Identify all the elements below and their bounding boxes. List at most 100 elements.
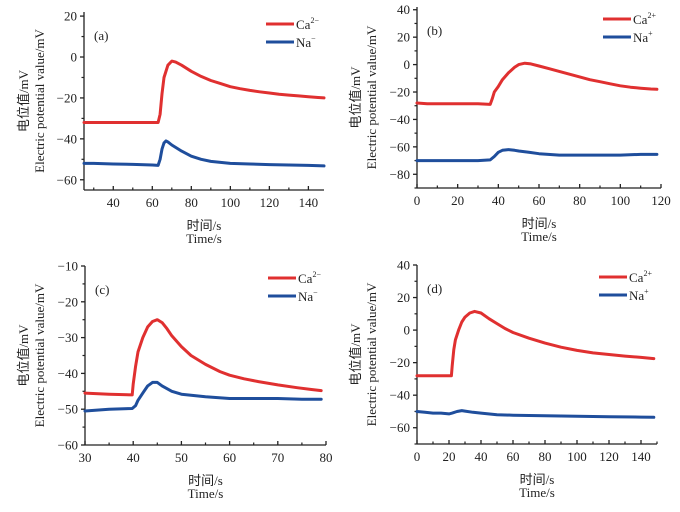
legend-label-ca: Ca2+ <box>629 269 652 285</box>
legend-label-ca: Ca2+ <box>633 11 656 27</box>
x-tick-label: 120 <box>651 193 671 208</box>
legend-superscript: − <box>313 288 318 297</box>
panel-label: (c) <box>95 282 109 297</box>
x-tick-label: 40 <box>127 450 140 465</box>
y-tick-label: −40 <box>390 112 410 127</box>
y-tick-label: 20 <box>397 30 410 45</box>
x-tick-label: 0 <box>414 193 421 208</box>
legend-label-na: Na+ <box>633 29 653 45</box>
legend-label-na: Na− <box>298 288 318 304</box>
y-tick-label: 20 <box>64 9 77 24</box>
y-tick-label: −20 <box>58 294 78 309</box>
series-line-ca <box>83 318 323 397</box>
legend-superscript: + <box>644 287 649 296</box>
y-tick-label: −40 <box>390 388 410 403</box>
y-tick-label: −20 <box>390 355 410 370</box>
chart-panel-c: 30 40 50 60 70 80 −10 −20 −30 −40 −50 −60 时间/sTime/s… <box>16 259 333 502</box>
series-line-ca <box>415 61 659 106</box>
x-tick-label: 40 <box>492 193 505 208</box>
legend-label-ca: Ca2− <box>296 16 319 32</box>
x-tick-label: 100 <box>567 449 587 464</box>
y-tick-label: −60 <box>390 420 410 435</box>
x-axis-label-cn: 时间/s <box>187 218 222 233</box>
y-axis-label-cn: 电位值/mV <box>16 69 31 132</box>
x-tick-label: 80 <box>185 195 198 210</box>
series-line-ca <box>82 59 326 124</box>
legend-superscript: 2+ <box>647 11 656 20</box>
x-tick-label: 120 <box>260 195 280 210</box>
x-tick-label: 40 <box>107 195 120 210</box>
y-axis-label-cn: 电位值/mV <box>348 66 363 129</box>
x-tick-label: 80 <box>320 450 333 465</box>
legend-superscript: 2− <box>312 270 321 279</box>
y-axis-label: Electric potential value/mV <box>364 282 379 426</box>
x-axis-label-cn: 时间/s <box>520 472 555 487</box>
y-tick-label: −20 <box>390 85 410 100</box>
panel-label: (b) <box>427 23 442 38</box>
legend-label-na: Na− <box>296 34 316 50</box>
y-tick-label: −50 <box>58 402 78 417</box>
x-tick-label: 50 <box>175 450 188 465</box>
x-axis-label-cn: 时间/s <box>522 216 557 231</box>
y-tick-label: 20 <box>397 290 410 305</box>
x-axis-label: Time/s <box>519 485 555 500</box>
x-tick-label: 120 <box>599 449 619 464</box>
legend-superscript: 2− <box>310 16 319 25</box>
series-line-na <box>82 139 326 168</box>
y-tick-label: 0 <box>71 50 78 65</box>
x-tick-label: 140 <box>631 449 651 464</box>
x-tick-label: 80 <box>539 449 552 464</box>
series-line-na <box>83 380 323 413</box>
legend-superscript: 2+ <box>643 269 652 278</box>
panel-label: (d) <box>427 281 442 296</box>
x-axis-label: Time/s <box>188 486 224 501</box>
x-tick-label: 60 <box>507 449 520 464</box>
y-tick-label: 0 <box>404 57 411 72</box>
x-tick-label: 100 <box>221 195 241 210</box>
panel-label: (a) <box>94 28 108 43</box>
x-tick-label: 60 <box>223 450 236 465</box>
legend-superscript: − <box>311 34 316 43</box>
y-axis-label: Electric potential value/mV <box>32 29 47 173</box>
y-tick-label: −60 <box>390 139 410 154</box>
x-tick-label: 100 <box>611 193 631 208</box>
y-axis-label: Electric potential value/mV <box>364 25 379 169</box>
y-tick-label: −40 <box>58 366 78 381</box>
y-tick-label: −40 <box>57 131 77 146</box>
series-line-na <box>415 148 659 163</box>
y-axis-label: Electric potential value/mV <box>32 283 47 427</box>
x-tick-label: 60 <box>146 195 159 210</box>
series-line-ca <box>415 309 656 378</box>
x-tick-label: 40 <box>475 449 488 464</box>
x-axis-label: Time/s <box>186 231 222 246</box>
x-axis-label: Time/s <box>521 229 557 244</box>
legend-label-na: Na+ <box>629 287 649 303</box>
y-tick-label: 40 <box>397 258 410 273</box>
y-axis-label-cn: 电位值/mV <box>348 323 363 386</box>
y-tick-label: 0 <box>404 323 411 338</box>
chart-panel-b: 0 20 40 60 80 100 120 40 20 0 −20 −40 −60 −80 时间/sTime… <box>348 2 671 244</box>
y-tick-label: −80 <box>390 167 410 182</box>
x-tick-label: 0 <box>414 449 421 464</box>
x-tick-label: 20 <box>443 449 456 464</box>
y-tick-label: −30 <box>58 330 78 345</box>
y-tick-label: −60 <box>57 172 77 187</box>
x-tick-label: 140 <box>299 195 319 210</box>
x-tick-label: 80 <box>573 193 586 208</box>
series-line-na <box>415 409 656 419</box>
y-tick-label: −20 <box>57 90 77 105</box>
y-tick-label: −60 <box>58 438 78 453</box>
x-tick-label: 70 <box>271 450 284 465</box>
x-tick-label: 30 <box>79 450 92 465</box>
legend-superscript: + <box>648 29 653 38</box>
legend-label-ca: Ca2− <box>298 270 321 286</box>
y-tick-label: 40 <box>397 2 410 17</box>
y-axis-label-cn: 电位值/mV <box>16 324 31 387</box>
chart-panel-d: 0 20 40 60 80 100 120 140 40 20 0 −20 −40 −60 时间/sTime… <box>348 258 658 500</box>
x-axis-label-cn: 时间/s <box>188 473 223 488</box>
x-tick-label: 20 <box>451 193 464 208</box>
y-tick-label: −10 <box>58 259 78 274</box>
x-tick-label: 60 <box>533 193 546 208</box>
